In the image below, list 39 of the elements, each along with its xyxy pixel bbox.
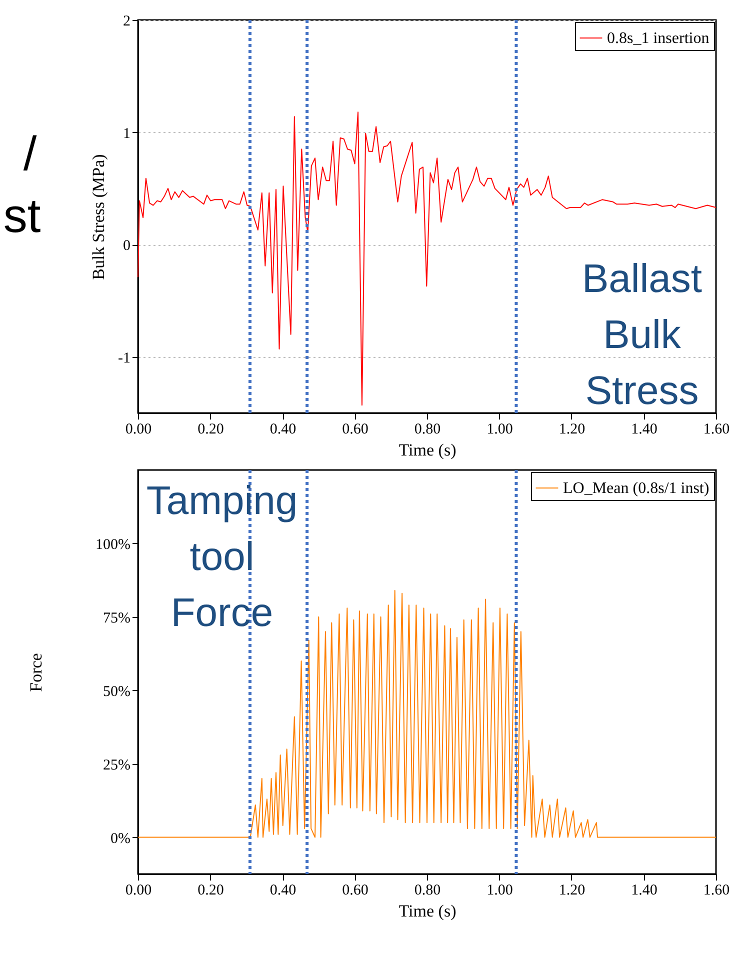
- y-tick-label: 1: [123, 126, 130, 142]
- y-tick-label: 2: [123, 14, 130, 30]
- x-tick-label: 1.60: [703, 422, 730, 438]
- y-tick-label: 0%: [110, 830, 130, 847]
- text: /: [23, 128, 38, 181]
- x-tick-label: 1.00: [486, 882, 513, 898]
- annotation: Tamping tool Force: [146, 479, 298, 635]
- legend-label: 0.8s_1 insertion: [607, 30, 710, 47]
- x-tick-label: 1.60: [703, 882, 730, 898]
- x-tick-label: 1.00: [486, 422, 513, 438]
- x-tick-label: 0.00: [125, 422, 152, 438]
- x-tick-label: 0.80: [414, 422, 441, 438]
- y-axis-title: Force: [26, 653, 46, 692]
- x-tick-label: 1.20: [558, 882, 586, 898]
- x-tick-label: 0.20: [198, 882, 224, 898]
- y-axis-title: Bulk Stress (MPa): [89, 154, 108, 280]
- x-tick-label: 0.00: [125, 882, 152, 898]
- y-tick-label: 75%: [103, 610, 130, 626]
- x-tick-label: 0.40: [270, 882, 296, 898]
- x-tick-label: 1.20: [558, 422, 586, 438]
- line-series: [138, 590, 716, 838]
- x-tick-label: 0.80: [414, 882, 441, 898]
- x-axis-title: Time (s): [398, 902, 456, 920]
- x-tick-label: 1.40: [631, 422, 658, 438]
- x-tick-label: 0.40: [270, 422, 296, 438]
- x-axis-title: Time (s): [398, 440, 456, 460]
- legend-label: LO_Mean (0.8s/1 inst): [563, 480, 710, 497]
- x-tick-label: 0.60: [342, 422, 368, 438]
- x-tick-label: 1.40: [631, 882, 658, 898]
- y-tick-label: -1: [118, 350, 130, 366]
- line-series: [138, 112, 716, 406]
- x-tick-label: 0.20: [198, 422, 224, 438]
- y-tick-label: 100%: [96, 536, 130, 553]
- y-tick-label: 50%: [103, 684, 130, 700]
- text: st: [3, 190, 41, 243]
- x-tick-label: 0.60: [342, 882, 368, 898]
- annotation: Ballast Bulk Stress: [582, 257, 702, 413]
- y-tick-label: 0: [123, 238, 130, 254]
- y-tick-label: 25%: [103, 757, 130, 774]
